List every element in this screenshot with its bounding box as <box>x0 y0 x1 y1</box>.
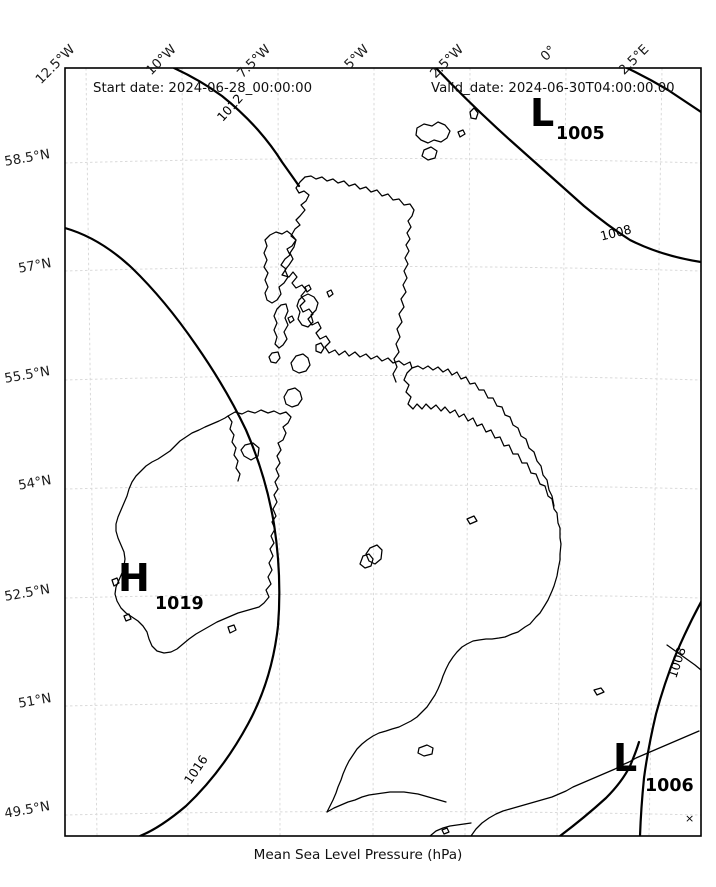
coastline-islay-jura <box>283 387 303 408</box>
coastline-island-west-ireland-a <box>111 577 120 587</box>
coastline-cornwall <box>326 791 447 813</box>
coastline-skye <box>296 293 319 328</box>
coastline-islet-a <box>304 284 312 293</box>
coastline-ireland <box>114 409 292 654</box>
coastline-islet-thames <box>593 687 605 696</box>
coastline-continent-france <box>470 730 700 836</box>
coastline-lewis-harris <box>263 230 297 304</box>
isobar-1005-segment <box>625 68 701 114</box>
coastline-islet-humber <box>466 515 478 525</box>
coastline-uists <box>273 303 289 349</box>
start-date-text: Start date: 2024-06-28_00:00:00 <box>93 81 313 96</box>
isobar-1012 <box>172 68 301 188</box>
coastline-orkney <box>415 121 451 144</box>
isobar-1008-south <box>638 600 701 836</box>
figure-caption: Mean Sea Level Pressure (hPa) <box>253 847 463 863</box>
valid-date-text: Valid_date: 2024-06-30T04:00:00.00 <box>431 81 675 96</box>
pressure-center-high-symbol: H <box>118 556 150 600</box>
pressure-center-low-north-value: 1005 <box>556 124 605 144</box>
plot-frame <box>64 67 702 837</box>
coastline-continent-north <box>666 644 701 671</box>
plot-background <box>65 68 701 836</box>
coastline-islet-b <box>326 289 334 298</box>
coastlines <box>111 107 701 836</box>
coastline-channel-islands <box>441 827 450 835</box>
graticule-gridlines <box>65 68 701 836</box>
coastline-lough-neagh <box>240 442 260 461</box>
pressure-center-high-value: 1019 <box>155 594 204 614</box>
coastline-east-britain-detail <box>411 365 555 507</box>
coastline-arran <box>315 342 325 354</box>
coastline-islet-orkney-small <box>457 129 466 138</box>
coastline-islet-c <box>287 315 295 324</box>
pressure-center-low-south-value: 1006 <box>645 776 694 796</box>
coastline-mull <box>290 353 311 374</box>
isobar-1016 <box>65 226 281 836</box>
coastline-barra <box>268 351 281 364</box>
coastline-isle-of-wight <box>417 744 434 757</box>
x-marker: × <box>685 812 695 825</box>
coastline-great-britain <box>280 176 562 813</box>
coastline-orkney-south <box>421 146 438 161</box>
coastline-shetland <box>469 107 479 120</box>
coastline-anglesey <box>359 553 374 569</box>
coastline-island-west-ireland-b <box>123 613 132 622</box>
pressure-center-low-south-symbol: L <box>613 736 637 780</box>
coastline-scotland-west <box>304 175 415 383</box>
isobar-1008-north <box>434 68 701 264</box>
coastline-island-west-ireland-c <box>227 624 237 634</box>
coastline-continent-brittany <box>429 822 472 836</box>
pressure-center-low-north-symbol: L <box>530 91 554 135</box>
isobar-1006-trough <box>558 740 641 836</box>
coastline-ireland-ne-detail <box>227 415 241 482</box>
isobar-contours <box>65 68 701 836</box>
